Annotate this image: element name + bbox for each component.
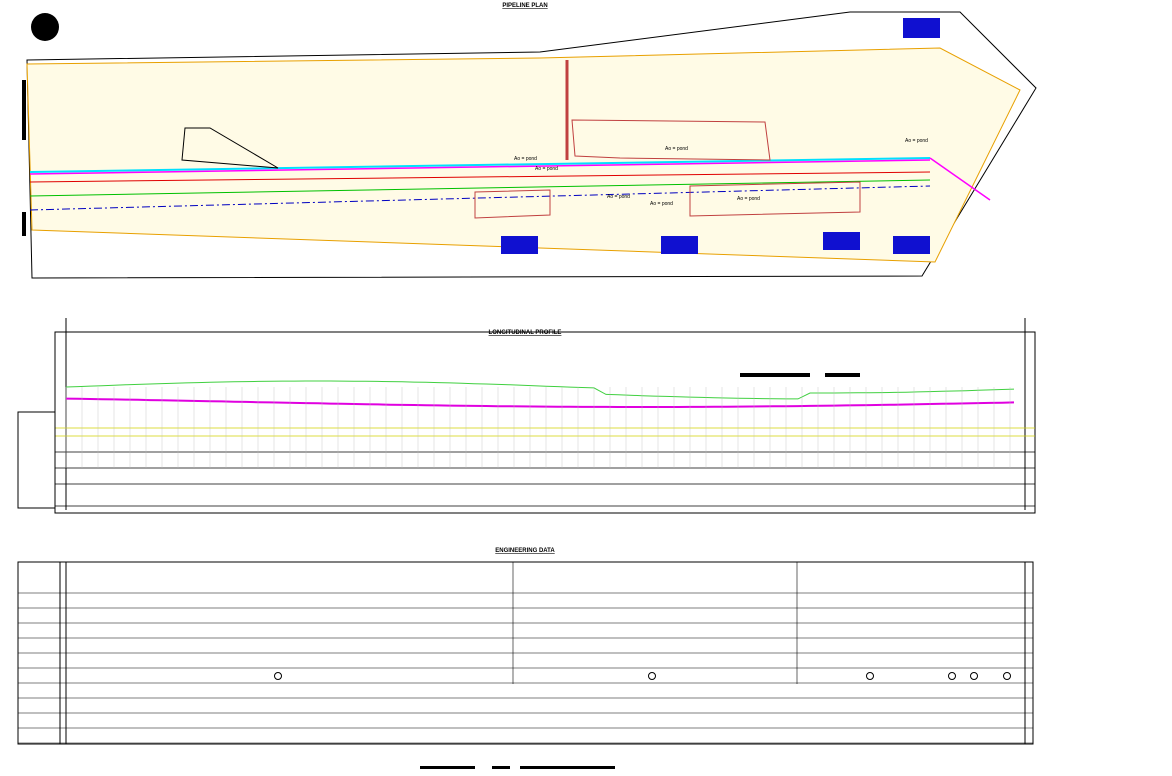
- plan-outline: [26, 11, 1037, 279]
- pipe-bend: [929, 157, 991, 201]
- parcel: [181, 127, 279, 169]
- note-box: [903, 18, 940, 38]
- edge-mark: [22, 80, 26, 140]
- symbol: [866, 672, 874, 680]
- footer-bar: [420, 766, 475, 769]
- pond-label: Ao = pond: [514, 156, 537, 162]
- symbol: [648, 672, 656, 680]
- symbol: [948, 672, 956, 680]
- profile-frame: [54, 331, 1036, 514]
- symbol: [970, 672, 978, 680]
- symbol: [1003, 672, 1011, 680]
- profile-legend: [17, 411, 56, 509]
- road-green: [29, 179, 931, 197]
- pond-label: Ao = pond: [535, 166, 558, 172]
- annotation-bar: [740, 373, 810, 377]
- pond-outline: [571, 119, 771, 161]
- note-box: [823, 232, 860, 250]
- note-box: [893, 236, 930, 254]
- annotation-bar: [825, 373, 860, 377]
- footer-bar: [520, 766, 615, 769]
- pond-label: Ao = pond: [650, 201, 673, 207]
- pond-label: Ao = pond: [607, 194, 630, 200]
- pipe-magenta: [29, 159, 931, 175]
- pond-label: Ao = pond: [905, 138, 928, 144]
- symbol: [274, 672, 282, 680]
- profile-title: LONGITUDINAL PROFILE: [489, 330, 562, 336]
- centerline: [29, 185, 931, 211]
- pond-outline: [689, 181, 861, 217]
- pond-label: Ao = pond: [737, 196, 760, 202]
- plan-title: PIPELINE PLAN: [502, 3, 547, 9]
- note-box: [661, 236, 698, 254]
- pipe-cyan: [29, 157, 931, 173]
- footer-bar: [492, 766, 510, 769]
- pond-outline: [474, 189, 551, 219]
- edge-mark: [22, 212, 26, 236]
- north-arrow: [31, 13, 59, 41]
- engineering-title: ENGINEERING DATA: [495, 548, 555, 554]
- pipe-profile: [65, 397, 1015, 408]
- note-box: [501, 236, 538, 254]
- ground-line: [65, 380, 1015, 400]
- site-boundary: [26, 47, 1021, 263]
- road-red: [29, 171, 931, 183]
- pond-label: Ao = pond: [665, 146, 688, 152]
